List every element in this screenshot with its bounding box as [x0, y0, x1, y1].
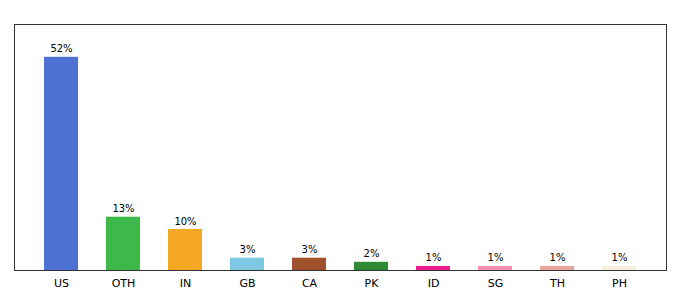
- svg-text:IN: IN: [180, 277, 191, 290]
- svg-text:1%: 1%: [612, 252, 628, 263]
- svg-text:3%: 3%: [240, 244, 256, 255]
- svg-text:1%: 1%: [426, 252, 442, 263]
- svg-text:OTH: OTH: [112, 277, 136, 290]
- svg-text:PH: PH: [612, 277, 627, 290]
- svg-text:US: US: [54, 277, 69, 290]
- svg-text:1%: 1%: [488, 252, 504, 263]
- svg-text:SG: SG: [488, 277, 504, 290]
- svg-text:PK: PK: [365, 277, 380, 290]
- svg-text:52%: 52%: [50, 43, 72, 54]
- svg-text:ID: ID: [428, 277, 440, 290]
- svg-text:1%: 1%: [550, 252, 566, 263]
- svg-text:CA: CA: [302, 277, 318, 290]
- svg-text:10%: 10%: [174, 216, 196, 227]
- svg-text:GB: GB: [239, 277, 255, 290]
- svg-text:13%: 13%: [112, 203, 134, 214]
- svg-text:2%: 2%: [364, 248, 380, 259]
- svg-text:TH: TH: [549, 277, 565, 290]
- svg-text:3%: 3%: [302, 244, 318, 255]
